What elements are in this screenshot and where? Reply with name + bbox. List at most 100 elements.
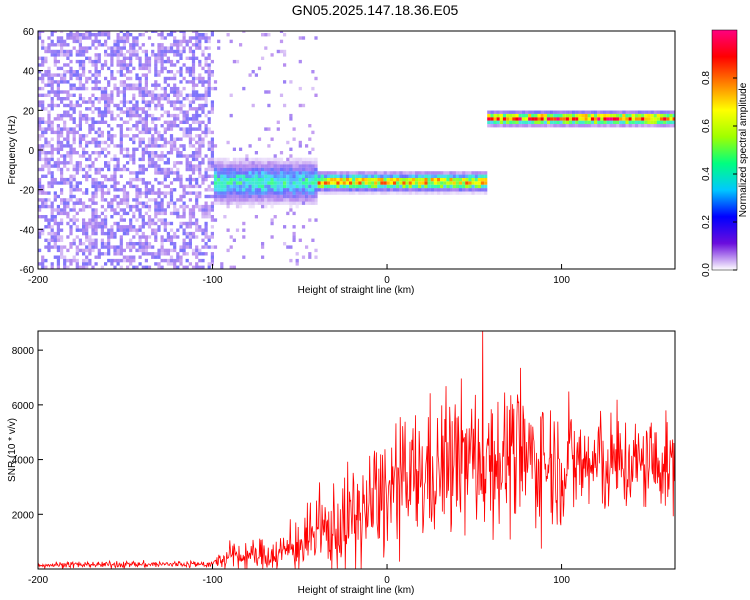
heatmap-cell bbox=[97, 151, 101, 155]
heatmap-cell bbox=[56, 36, 60, 40]
heatmap-cell bbox=[226, 174, 230, 178]
heatmap-cell bbox=[132, 245, 136, 249]
heatmap-cell bbox=[182, 211, 186, 216]
heatmap-cell bbox=[283, 103, 287, 108]
heatmap-cell bbox=[53, 63, 57, 67]
heatmap-cell bbox=[122, 100, 126, 104]
heatmap-cell bbox=[176, 70, 180, 74]
heatmap-cell bbox=[47, 49, 51, 54]
heatmap-cell bbox=[292, 238, 296, 242]
heatmap-cell bbox=[110, 231, 114, 236]
heatmap-cell bbox=[283, 167, 287, 172]
heatmap-cell bbox=[191, 191, 196, 195]
heatmap-cell bbox=[154, 154, 158, 158]
heatmap-cell bbox=[160, 56, 164, 60]
heatmap-cell bbox=[126, 134, 130, 138]
heatmap-cell bbox=[597, 124, 601, 128]
heatmap-cell bbox=[261, 201, 265, 205]
heatmap-cell bbox=[270, 174, 274, 178]
heatmap-cell bbox=[452, 181, 456, 185]
heatmap-cell bbox=[424, 181, 428, 185]
snr-y-axis-label: SNR (10 * v/v) bbox=[7, 418, 18, 482]
heatmap-cell bbox=[44, 204, 48, 209]
heatmap-cell bbox=[440, 184, 444, 189]
heatmap-cell bbox=[182, 248, 186, 253]
heatmap-cell bbox=[107, 151, 111, 155]
heatmap-cell bbox=[308, 198, 312, 202]
heatmap-cell bbox=[160, 151, 164, 155]
heatmap-cell bbox=[201, 80, 205, 84]
heatmap-cell bbox=[163, 221, 167, 226]
heatmap-cell bbox=[267, 164, 271, 168]
heatmap-cell bbox=[531, 124, 535, 128]
heatmap-cell bbox=[254, 174, 258, 178]
heatmap-cell bbox=[399, 188, 403, 192]
heatmap-cell bbox=[248, 188, 252, 192]
heatmap-cell bbox=[283, 80, 287, 84]
heatmap-cell bbox=[264, 181, 268, 185]
heatmap-cell bbox=[163, 76, 167, 81]
heatmap-cell bbox=[166, 171, 170, 175]
heatmap-cell bbox=[63, 63, 67, 67]
heatmap-cell bbox=[91, 208, 95, 212]
heatmap-cell bbox=[160, 137, 164, 141]
heatmap-cell bbox=[138, 164, 142, 168]
heatmap-cell bbox=[308, 255, 312, 259]
heatmap-cell bbox=[267, 127, 271, 131]
heatmap-cell bbox=[220, 184, 224, 189]
heatmap-cell bbox=[163, 211, 167, 216]
heatmap-cell bbox=[116, 161, 120, 165]
heatmap-cell bbox=[138, 245, 142, 249]
heatmap-cell bbox=[53, 235, 57, 239]
heatmap-cell bbox=[185, 117, 189, 121]
heatmap-cell bbox=[279, 194, 284, 199]
heatmap-cell bbox=[270, 198, 274, 202]
heatmap-cell bbox=[220, 181, 224, 185]
heatmap-cell bbox=[160, 113, 164, 118]
heatmap-cell bbox=[176, 252, 180, 256]
heatmap-cell bbox=[521, 117, 525, 121]
heatmap-cell bbox=[191, 76, 196, 81]
heatmap-cell bbox=[141, 137, 145, 141]
heatmap-cell bbox=[443, 184, 447, 189]
heatmap-cell bbox=[97, 53, 101, 57]
heatmap-cell bbox=[119, 134, 123, 138]
heatmap-cell bbox=[116, 221, 120, 226]
heatmap-cell bbox=[261, 161, 265, 165]
heatmap-cell bbox=[367, 191, 371, 195]
heatmap-cell bbox=[185, 110, 189, 114]
heatmap-cell bbox=[122, 83, 126, 87]
heatmap-cell bbox=[201, 53, 205, 57]
heatmap-cell bbox=[104, 93, 108, 97]
heatmap-cell bbox=[141, 66, 145, 71]
heatmap-cell bbox=[44, 164, 48, 168]
heatmap-cell bbox=[151, 144, 155, 148]
heatmap-cell bbox=[82, 86, 86, 91]
heatmap-cell bbox=[191, 137, 196, 141]
heatmap-cell bbox=[41, 93, 45, 97]
heatmap-cell bbox=[163, 154, 167, 158]
heatmap-cell bbox=[235, 228, 240, 232]
heatmap-cell bbox=[129, 245, 133, 249]
heatmap-cell bbox=[82, 49, 86, 54]
heatmap-cell bbox=[235, 184, 240, 189]
heatmap-cell bbox=[286, 181, 290, 185]
heatmap-cell bbox=[88, 36, 92, 40]
heatmap-cell bbox=[393, 171, 397, 175]
heatmap-cell bbox=[314, 198, 318, 202]
heatmap-cell bbox=[191, 70, 196, 74]
heatmap-cell bbox=[157, 255, 161, 259]
heatmap-cell bbox=[75, 151, 79, 155]
heatmap-cell bbox=[217, 191, 221, 195]
heatmap-cell bbox=[286, 157, 290, 162]
heatmap-cell bbox=[38, 151, 42, 155]
heatmap-cell bbox=[85, 31, 89, 33]
heatmap-cell bbox=[47, 127, 51, 131]
heatmap-cell bbox=[44, 93, 48, 97]
heatmap-cell bbox=[53, 49, 57, 54]
heatmap-cell bbox=[151, 49, 155, 54]
heatmap-cell bbox=[204, 56, 208, 60]
heatmap-cell bbox=[47, 46, 51, 50]
heatmap-cell bbox=[279, 184, 284, 189]
heatmap-cell bbox=[107, 66, 111, 71]
